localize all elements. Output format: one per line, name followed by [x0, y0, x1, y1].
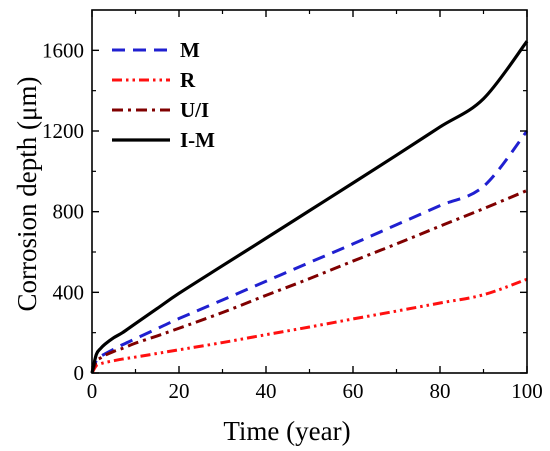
x-axis-title: Time (year): [223, 416, 350, 446]
x-tick-label: 0: [87, 379, 98, 403]
x-tick-label: 80: [430, 379, 451, 403]
x-tick-label: 20: [169, 379, 190, 403]
y-axis-title: Corrosion depth (μm): [12, 77, 42, 312]
series-line-i-m: [90, 40, 529, 374]
y-tick-label: 400: [53, 280, 85, 304]
series-layer: [90, 40, 529, 374]
series-line-r: [90, 277, 528, 374]
y-tick-label: 1600: [42, 38, 84, 62]
legend: MR U/I I-M: [112, 38, 215, 152]
series-line-u-i: [90, 189, 528, 374]
legend-label-i-m: I-M: [180, 128, 215, 152]
ticks-layer: 0 20 40 60 80 100 0 400 800 1200 1600: [42, 10, 543, 403]
y-tick-label: 0: [74, 361, 85, 385]
series-line-m: [90, 130, 529, 374]
legend-label-m: M: [180, 38, 200, 62]
y-tick-label: 800: [53, 200, 85, 224]
x-tick-label: 60: [343, 379, 364, 403]
legend-label-u-i: U/I: [180, 98, 209, 122]
x-tick-label: 40: [256, 379, 277, 403]
x-tick-label: 100: [511, 379, 543, 403]
y-tick-label: 1200: [42, 119, 84, 143]
plot-frame: [91, 9, 528, 374]
legend-label-r: R: [180, 68, 196, 92]
